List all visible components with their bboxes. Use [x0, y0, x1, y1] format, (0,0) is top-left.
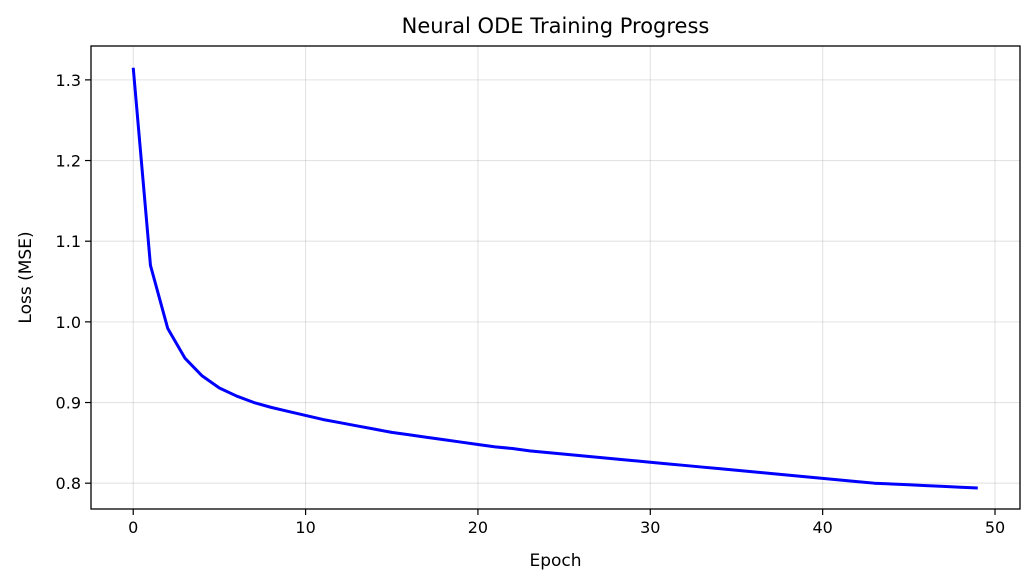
y-tick-label: 1.2 [56, 152, 81, 171]
x-tick-label: 0 [128, 518, 138, 537]
grid [91, 46, 1020, 509]
y-tick-label: 1.0 [56, 313, 81, 332]
x-tick-label: 40 [812, 518, 832, 537]
x-tick-label: 10 [295, 518, 315, 537]
plot-frame [90, 45, 1021, 510]
x-tick-label: 20 [468, 518, 488, 537]
x-axis-label: Epoch [529, 551, 581, 571]
series-layer [131, 67, 978, 490]
y-tick-label: 1.1 [56, 232, 81, 251]
chart-title: Neural ODE Training Progress [402, 14, 710, 38]
axis-ticks: 0 10 20 30 40 50 0.8 0.9 1.0 1.1 1.2 1.3 [56, 71, 1006, 537]
y-tick-label: 0.9 [56, 394, 81, 413]
y-tick-label: 1.3 [56, 71, 81, 90]
x-tick-label: 30 [640, 518, 660, 537]
loss-series-line [131, 67, 978, 490]
y-axis-label: Loss (MSE) [16, 231, 36, 323]
x-tick-label: 50 [985, 518, 1005, 537]
y-tick-label: 0.8 [56, 474, 81, 493]
